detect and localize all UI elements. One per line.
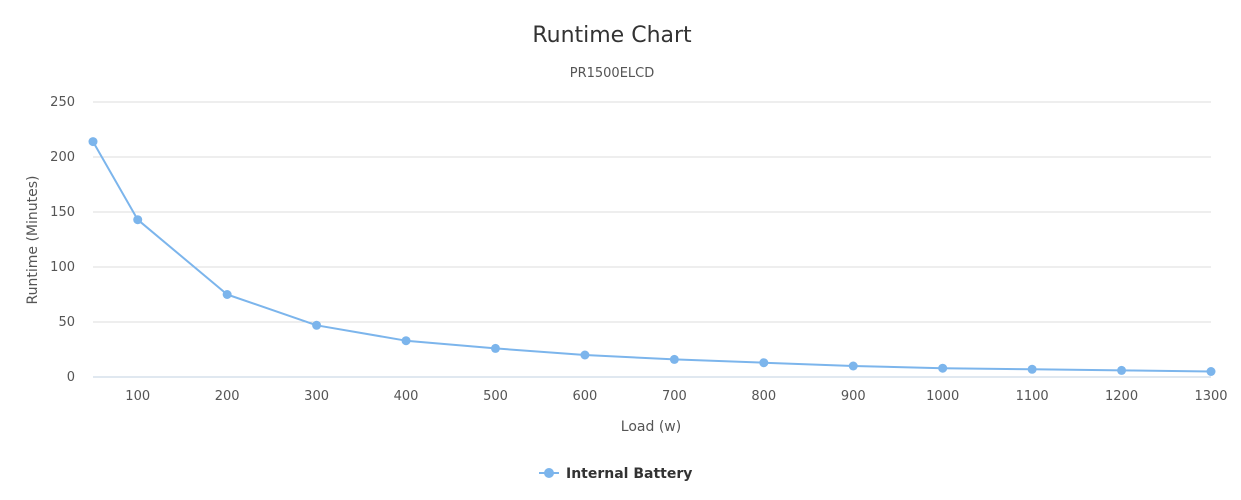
data-point[interactable] [222,290,232,299]
y-axis-title: Runtime (Minutes) [25,176,41,305]
data-point[interactable] [1027,364,1037,374]
x-axis-title: Load (w) [621,419,681,435]
data-point[interactable] [669,354,679,364]
y-tick-label: 0 [67,370,75,385]
x-tick-label: 800 [751,389,776,404]
data-point[interactable] [401,336,411,346]
data-point[interactable] [88,137,98,147]
x-tick-label: 500 [483,389,508,404]
y-tick-label: 200 [50,150,75,165]
x-axis-ticks: 100 200 300 400 500 600 700 800 900 1000 1100 1200 1… [125,389,1227,404]
series-internal-battery [88,137,1216,376]
y-tick-label: 250 [50,95,75,110]
chart-subtitle: PR1500ELCD [570,66,655,81]
x-tick-label: 900 [841,389,866,404]
x-tick-label: 1000 [926,389,959,404]
x-tick-label: 1200 [1105,389,1138,404]
y-tick-label: 150 [50,205,75,220]
y-tick-label: 50 [58,315,75,330]
legend[interactable]: Internal Battery [539,466,692,482]
x-tick-label: 600 [573,389,598,404]
x-tick-label: 300 [304,389,329,404]
data-point[interactable] [848,361,858,371]
chart-title: Runtime Chart [532,23,692,48]
y-tick-label: 100 [50,260,75,275]
data-point[interactable] [133,215,143,225]
legend-label-internal-battery: Internal Battery [566,466,692,482]
x-tick-label: 700 [662,389,687,404]
series-line [92,141,1212,373]
x-tick-label: 400 [394,389,419,404]
data-point[interactable] [938,363,948,373]
gridlines [93,101,1211,323]
data-point[interactable] [759,358,769,368]
y-axis-ticks: 0 50 100 150 200 250 [50,95,75,385]
x-tick-label: 200 [215,389,240,404]
data-point[interactable] [1206,367,1216,376]
x-tick-label: 1300 [1194,389,1227,404]
data-point[interactable] [1117,365,1127,375]
data-point[interactable] [580,350,590,360]
data-point[interactable] [312,320,322,330]
x-tick-label: 1100 [1016,389,1049,404]
data-point[interactable] [490,343,500,353]
x-tick-label: 100 [125,389,150,404]
legend-marker-icon [544,468,554,478]
